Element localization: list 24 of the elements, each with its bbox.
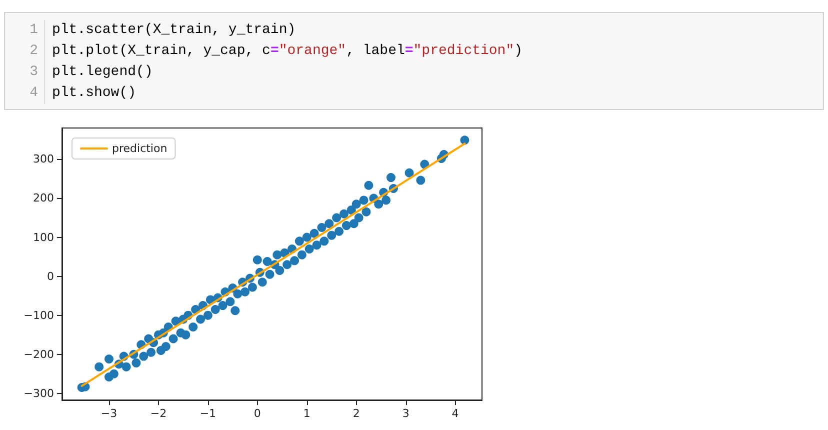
text: 1 <box>5 20 45 41</box>
text: 3 <box>5 62 45 83</box>
y-tick-label: 300 <box>33 152 54 166</box>
x-tick-label: −1 <box>200 407 216 420</box>
y-tick-label: −100 <box>24 308 54 322</box>
y-tick-label: 100 <box>33 230 54 244</box>
text: plt.scatter(X_train, y_train) <box>52 22 296 38</box>
y-tick-label: −200 <box>24 348 54 361</box>
x-tick-label: 2 <box>352 407 360 420</box>
x-tick-label: −3 <box>100 407 118 420</box>
text: plt.show() <box>52 85 136 101</box>
x-tick-label: 4 <box>452 407 459 420</box>
x-tick-label: 1 <box>303 407 310 420</box>
legend-label: prediction <box>112 142 168 155</box>
x-tick-label: 3 <box>402 407 410 420</box>
x-tick-label: −2 <box>150 407 167 420</box>
text: 4 <box>5 83 45 104</box>
y-tick-label: 0 <box>47 270 54 283</box>
text: 2 <box>5 41 45 62</box>
y-tick-label: 200 <box>33 192 54 205</box>
text: plt.legend() <box>52 64 153 80</box>
y-tick-label: −300 <box>24 386 54 400</box>
x-tick-label: 0 <box>254 407 261 420</box>
text: plt.plot(X_train, y_cap, c="orange", label="prediction") <box>52 43 523 59</box>
